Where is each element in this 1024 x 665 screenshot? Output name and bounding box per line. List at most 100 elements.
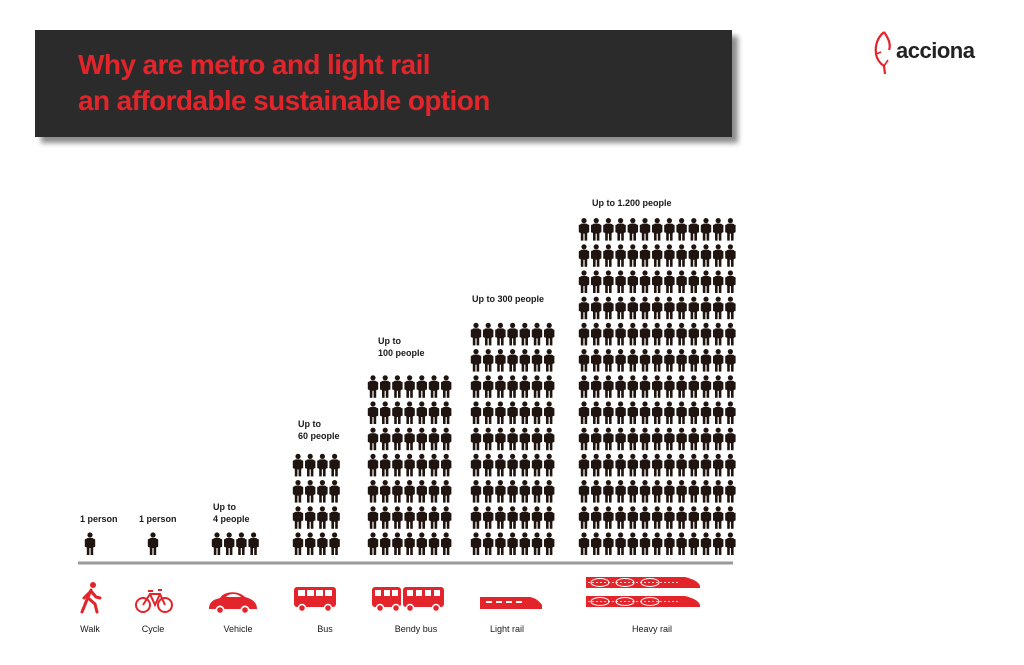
person-icon [470, 401, 482, 424]
person-icon [676, 427, 687, 451]
person-icon [404, 506, 415, 529]
person-icon [639, 349, 651, 372]
acciona-logo: acciona [872, 30, 982, 78]
person-icon [713, 506, 724, 529]
mode-label: Bus [317, 624, 333, 634]
person-icon [652, 453, 663, 477]
person-icon [428, 532, 440, 555]
person-icon [603, 296, 614, 320]
person-icon [404, 480, 415, 503]
person-icon [483, 453, 494, 477]
person-icon [519, 349, 530, 372]
person-icon [700, 349, 712, 372]
person-icon [652, 244, 663, 267]
person-icon [652, 375, 663, 398]
person-icon [329, 480, 340, 503]
person-icon [416, 506, 427, 529]
person-icon [639, 322, 651, 346]
person-icon [380, 480, 391, 503]
person-icon [470, 480, 482, 503]
person-icon [639, 506, 651, 529]
person-icon [392, 506, 403, 529]
person-icon [495, 427, 506, 451]
person-icon [305, 453, 316, 477]
person-icon [507, 532, 518, 555]
person-icon [441, 480, 452, 503]
person-icon [578, 218, 590, 241]
person-icon [676, 296, 687, 320]
person-icon [639, 532, 651, 555]
capacity-label: 1 person [139, 514, 177, 524]
person-icon [639, 453, 651, 477]
person-icon [652, 401, 663, 424]
person-icon [725, 532, 736, 555]
person-icon [676, 453, 687, 477]
person-icon [700, 506, 712, 529]
person-icon [367, 375, 379, 398]
person-icon [652, 218, 663, 241]
person-icon [470, 349, 482, 372]
person-icon [713, 453, 724, 477]
person-icon [627, 349, 638, 372]
person-icon [544, 453, 555, 477]
logo-wordmark: acciona [896, 38, 975, 63]
person-icon [483, 427, 494, 451]
person-icon [627, 244, 638, 267]
leaf-logo-icon [874, 31, 891, 75]
person-icon [591, 270, 602, 293]
person-icon [676, 401, 687, 424]
person-icon [544, 532, 555, 555]
person-icon [688, 375, 699, 398]
person-icon [483, 532, 494, 555]
person-icon [700, 296, 712, 320]
person-icon [700, 480, 712, 503]
person-icon [544, 401, 555, 424]
person-icon [305, 480, 316, 503]
person-icon [725, 270, 736, 293]
person-icon [591, 532, 602, 555]
person-icon [627, 270, 638, 293]
person-icon [531, 506, 543, 529]
person-icon [713, 349, 724, 372]
person-icon [495, 349, 506, 372]
person-icon [507, 506, 518, 529]
person-icon [578, 480, 590, 503]
person-icon [367, 427, 379, 451]
mode-labels: Walk Cycle Vehicle Bus Bendy bus Light rail He… [80, 624, 672, 634]
capacity-label: Up to 4 people [213, 502, 250, 524]
person-icon [603, 322, 614, 346]
person-icon [367, 506, 379, 529]
person-icon [380, 506, 391, 529]
person-icon [531, 453, 543, 477]
people-group-cycle [147, 532, 159, 555]
person-icon [578, 296, 590, 320]
person-icon [519, 322, 530, 346]
person-icon [483, 322, 494, 346]
person-icon [495, 506, 506, 529]
person-icon [725, 322, 736, 346]
person-icon [292, 453, 304, 477]
person-icon [441, 427, 452, 451]
person-icon [615, 506, 626, 529]
person-icon [470, 506, 482, 529]
person-icon [392, 427, 403, 451]
person-icon [224, 532, 235, 555]
heavy-rail-icon [586, 577, 700, 607]
person-icon [652, 480, 663, 503]
person-icon [329, 506, 340, 529]
person-icon [664, 375, 675, 398]
person-icon [676, 349, 687, 372]
person-icon [652, 270, 663, 293]
person-icon [713, 296, 724, 320]
person-icon [700, 270, 712, 293]
person-icon [603, 506, 614, 529]
person-icon [507, 322, 518, 346]
mode-label: Vehicle [223, 624, 252, 634]
person-icon [404, 532, 415, 555]
people-layer [84, 218, 736, 555]
person-icon [676, 322, 687, 346]
person-icon [441, 506, 452, 529]
person-icon [627, 322, 638, 346]
capacity-label: Up to 300 people [472, 294, 544, 304]
